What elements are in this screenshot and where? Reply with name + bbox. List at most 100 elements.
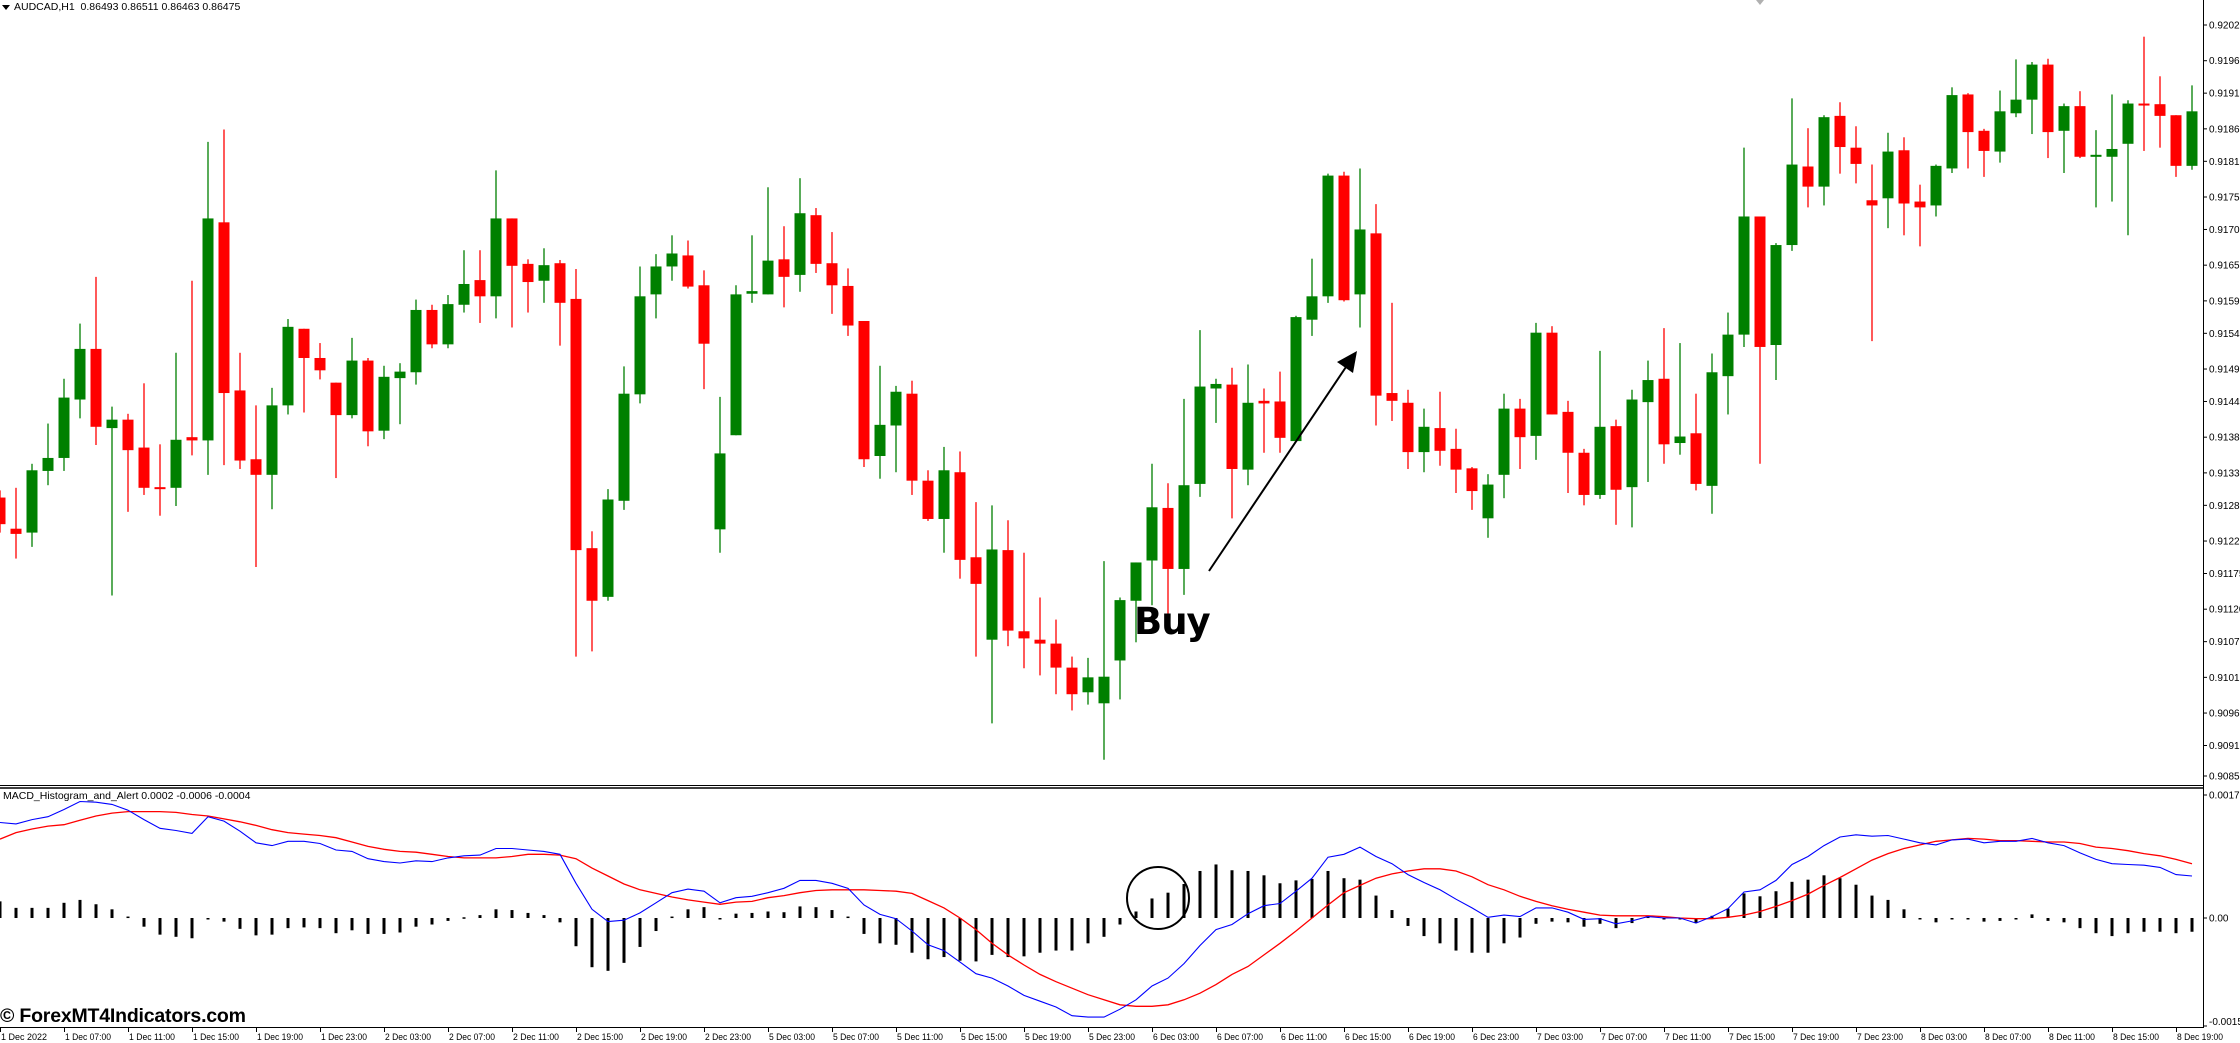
candle [874, 365, 886, 479]
macd-histogram-bar [1358, 879, 1362, 918]
price-axis-label: 0.90855 [2209, 772, 2240, 783]
crossover-highlight-circle [1126, 866, 1190, 930]
candle-body [1866, 200, 1878, 206]
price-axis-label: 0.91175 [2209, 569, 2240, 580]
macd-histogram-bar [1118, 918, 1122, 925]
candle [1562, 400, 1574, 494]
candle [1242, 364, 1254, 486]
candle-body [1930, 165, 1942, 206]
macd-histogram-bar [158, 918, 162, 935]
macd-histogram-bar [2174, 918, 2178, 934]
macd-histogram-bar [1294, 880, 1298, 918]
macd-histogram-bar [1262, 875, 1266, 918]
price-candles [0, 36, 2198, 760]
macd-histogram-bar [446, 918, 450, 921]
candle-body [1274, 401, 1286, 438]
candle-body [1306, 296, 1318, 320]
macd-histogram-bar [1534, 918, 1538, 924]
candle [1994, 90, 2006, 163]
candle-body [522, 263, 534, 283]
candle [1114, 597, 1126, 700]
macd-histogram-bar [542, 915, 546, 918]
macd-histogram-bar [2078, 918, 2082, 929]
candle [2010, 59, 2022, 118]
chart-shift-icon[interactable] [1756, 0, 1764, 5]
candle [1610, 419, 1622, 525]
candle-body [1082, 677, 1094, 693]
candle [1434, 391, 1446, 466]
candle-body [1018, 631, 1030, 639]
candle-body [1130, 562, 1142, 601]
candle [714, 396, 726, 553]
macd-histogram-bar [1070, 918, 1074, 951]
candle-body [1178, 485, 1190, 569]
macd-histogram-bar [110, 909, 114, 918]
candle [634, 266, 646, 404]
macd-pane [0, 800, 2194, 1018]
candle [1578, 448, 1590, 506]
candle-body [106, 419, 118, 429]
candle [682, 240, 694, 289]
macd-histogram-bar [334, 918, 338, 934]
symbol-dropdown-icon[interactable] [2, 5, 10, 10]
time-axis-label: 6 Dec 11:00 [1281, 1032, 1327, 1042]
candle [1818, 115, 1830, 206]
candle [458, 250, 470, 313]
candle [586, 531, 598, 652]
candle [1498, 393, 1510, 499]
candle-body [1850, 147, 1862, 164]
candle [90, 276, 102, 445]
macd-histogram-bar [1326, 870, 1330, 918]
macd-axis-label: 0.00 [2209, 914, 2229, 925]
candle [218, 129, 230, 466]
candle [1002, 520, 1014, 647]
candle-body [1562, 411, 1574, 453]
time-axis-label: 7 Dec 23:00 [1857, 1032, 1903, 1042]
candle-body [2138, 103, 2150, 106]
time-axis-label: 5 Dec 23:00 [1089, 1032, 1135, 1042]
macd-histogram-bar [1678, 918, 1682, 920]
macd-histogram-bar [1246, 870, 1250, 918]
macd-histogram-bar [126, 916, 130, 919]
macd-histogram-bar [1918, 918, 1922, 920]
time-axis-label: 2 Dec 03:00 [385, 1032, 431, 1042]
candle-body [714, 453, 726, 530]
macd-histogram-bar [1870, 895, 1874, 918]
candle-body [154, 487, 166, 490]
candle-body [554, 263, 566, 303]
candle-body [1338, 175, 1350, 301]
candle [250, 405, 262, 567]
candle [1482, 474, 1494, 538]
time-axis-label: 5 Dec 03:00 [769, 1032, 815, 1042]
candle-body [650, 266, 662, 295]
candle-body [1466, 468, 1478, 492]
time-axis-label: 6 Dec 19:00 [1409, 1032, 1455, 1042]
macd-histogram-bar [2062, 918, 2066, 923]
macd-histogram-bar [1486, 918, 1490, 953]
candle [602, 489, 614, 601]
candle [1946, 87, 1958, 173]
candle [1290, 315, 1302, 442]
candle [810, 208, 822, 273]
candle-body [778, 259, 790, 277]
candle-body [74, 348, 86, 400]
macd-histogram-bar [254, 918, 258, 936]
candle-body [842, 285, 854, 326]
macd-histogram-bar [1470, 918, 1474, 953]
candle-body [330, 382, 342, 416]
candle [298, 328, 310, 413]
arrowhead-icon [1337, 351, 1357, 373]
price-axis-label: 0.91595 [2209, 296, 2240, 307]
time-axis-label: 1 Dec 07:00 [65, 1032, 111, 1042]
macd-histogram-bar [1406, 918, 1410, 926]
candle-body [10, 528, 22, 534]
candle-body [762, 260, 774, 295]
time-axis-label: 7 Dec 11:00 [1665, 1032, 1711, 1042]
candle-body [906, 393, 918, 481]
time-axis-label: 2 Dec 11:00 [513, 1032, 559, 1042]
candle-body [1098, 676, 1110, 704]
macd-histogram-bar [894, 918, 898, 945]
candle [570, 269, 582, 657]
